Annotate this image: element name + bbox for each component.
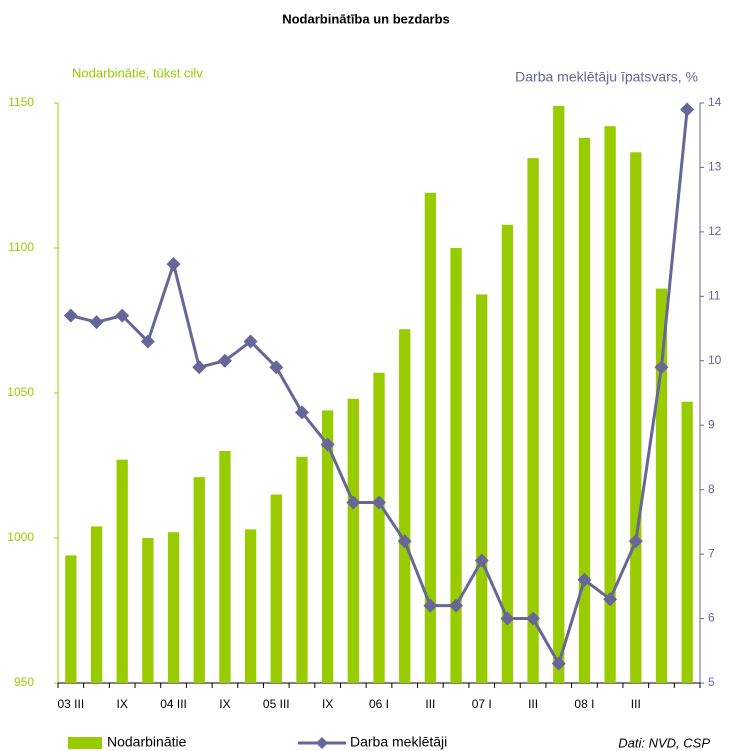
line-marker (269, 360, 284, 375)
bar (296, 456, 308, 683)
bar (553, 105, 565, 683)
bar (527, 158, 539, 684)
line-marker (449, 598, 464, 613)
line-marker (680, 102, 695, 117)
y2-tick-label: 5 (708, 675, 715, 689)
x-tick-label: IX (219, 697, 230, 711)
bar (116, 459, 128, 683)
bar (681, 401, 693, 683)
source: Dati: NVD, CSP (618, 735, 710, 750)
bar (90, 526, 103, 683)
line-marker (397, 534, 412, 549)
line-marker (526, 611, 541, 626)
bar (655, 288, 668, 683)
y-axis-label: Nodarbinātie, tūkst cilv (72, 65, 203, 80)
bar (501, 224, 514, 684)
legend-label: Nodarbinātie (107, 734, 187, 750)
y2-tick-label: 6 (708, 611, 715, 625)
line-marker (243, 334, 258, 349)
line-marker (474, 553, 489, 568)
line-marker (166, 257, 181, 272)
x-tick-label: III (425, 697, 435, 711)
x-tick-label: III (528, 697, 538, 711)
x-tick-label: 07 I (472, 697, 492, 711)
line-marker (577, 572, 592, 587)
y-tick-label: 1100 (8, 240, 34, 254)
line-marker (654, 360, 669, 375)
line-marker (294, 405, 309, 420)
legend-swatch (68, 737, 102, 749)
chart-title: Nodarbinātība un bezdarbs (282, 11, 450, 26)
y-tick-label: 1150 (8, 95, 34, 109)
y2-tick-label: 8 (708, 482, 715, 496)
bar (321, 410, 334, 683)
bar (476, 294, 488, 683)
y-tick-label: 1050 (7, 385, 34, 399)
y2-tick-label: 10 (708, 353, 722, 367)
y2-tick-label: 12 (708, 224, 722, 238)
x-tick-label: 06 I (369, 697, 389, 711)
line-marker (217, 353, 232, 368)
y2-tick-label: 7 (708, 546, 715, 560)
legend-label: Darba meklētāji (350, 734, 447, 750)
bar (347, 398, 359, 683)
line-marker (63, 308, 78, 323)
line-marker (500, 611, 515, 626)
bar (450, 248, 462, 683)
line-marker (423, 598, 438, 613)
line-marker (346, 495, 361, 510)
line-marker (603, 592, 618, 607)
bar (604, 126, 616, 683)
line-marker (115, 308, 130, 323)
y2-axis-label: Darba meklētāju īpatsvars, % (515, 69, 698, 85)
x-tick-label: 03 III (57, 697, 84, 711)
x-tick-label: IX (117, 697, 128, 711)
bar (193, 477, 205, 683)
y-tick-label: 1000 (7, 530, 34, 544)
bar (630, 152, 642, 684)
bar (167, 532, 180, 683)
y2-tick-label: 13 (708, 160, 722, 174)
bar (244, 529, 257, 683)
line-marker (140, 334, 155, 349)
line-marker (320, 437, 335, 452)
x-tick-label: 05 III (263, 697, 290, 711)
line-marker (192, 360, 207, 375)
bar (270, 494, 282, 683)
bar (373, 372, 385, 683)
bar (65, 555, 77, 683)
y2-tick-label: 11 (708, 289, 721, 303)
x-tick-label: III (631, 697, 641, 711)
x-tick-label: 04 III (160, 697, 187, 711)
line-marker (372, 495, 386, 510)
line-marker (89, 315, 104, 330)
y2-tick-label: 14 (708, 95, 722, 109)
y-tick-label: 950 (14, 675, 34, 689)
x-tick-label: 08 I (574, 697, 594, 711)
line-marker (628, 534, 643, 549)
legend-marker (316, 737, 328, 749)
y2-tick-label: 9 (708, 417, 715, 431)
line-marker (551, 656, 566, 671)
bar (219, 451, 231, 683)
bar (399, 329, 411, 683)
x-tick-label: IX (322, 697, 333, 711)
bar (424, 192, 437, 683)
bar (578, 137, 591, 684)
bar (142, 538, 154, 683)
